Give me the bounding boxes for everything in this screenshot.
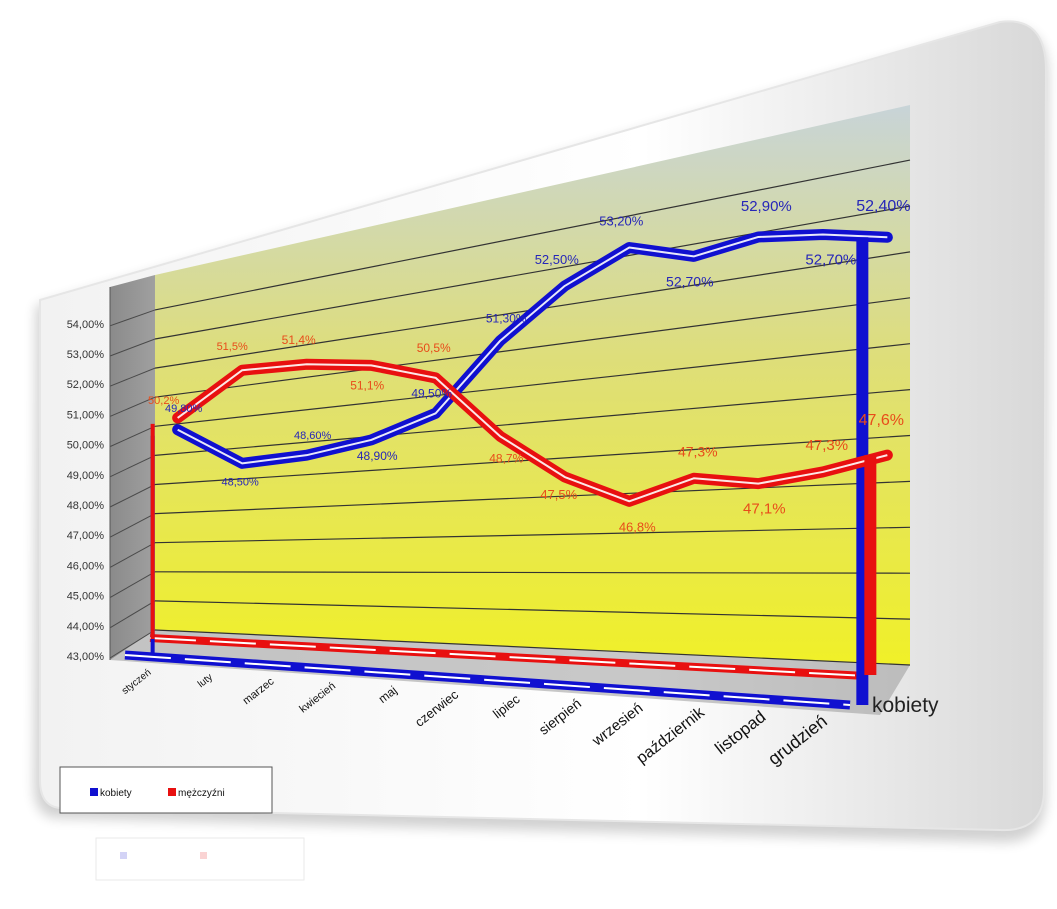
gridline-side-52: [109, 367, 156, 387]
data-label-kobiety-4: 49,50%: [411, 386, 452, 400]
data-label-mezczyzni-4: 50,5%: [417, 341, 451, 355]
y-tick-label-51: 51,00%: [67, 409, 105, 421]
gridline-side-47: [109, 513, 156, 538]
data-label-mezczyzni-2: 51,4%: [282, 333, 316, 347]
data-label-kobiety-6: 52,50%: [535, 252, 580, 267]
data-label-kobiety-3: 48,90%: [357, 449, 398, 463]
data-label-mezczyzni-6: 47,5%: [540, 487, 577, 502]
gridline-43: [154, 629, 911, 666]
legend-label-kobiety: kobiety: [100, 788, 132, 799]
data-label-mezczyzni-1: 51,5%: [217, 341, 248, 353]
gridline-side-54: [109, 309, 156, 327]
data-label-kobiety-2: 48,60%: [294, 430, 332, 442]
data-label-kobiety-8: 52,70%: [666, 273, 713, 289]
data-label-kobiety-5: 51,30%: [486, 312, 527, 326]
side-wall: [110, 275, 155, 660]
gridline-side-46: [109, 542, 156, 568]
data-labels: 49,80% 48,50% 48,60% 48,90% 49,50% 51,30% 52,5…: [148, 198, 910, 534]
gridline-54: [154, 159, 911, 311]
y-axis-labels: 43,00% 44,00% 45,00% 46,00% 47,00% 48,00% 49,0…: [67, 319, 105, 663]
gridline-53: [154, 205, 911, 340]
depth-axis-label: kobiety: [872, 694, 939, 717]
data-label-kobiety-10: 52,70%: [805, 252, 856, 269]
y-tick-label-52: 52,00%: [67, 379, 105, 391]
y-tick-label-50: 50,00%: [67, 440, 105, 452]
series-line-highlight-0: [177, 233, 888, 465]
y-tick-label-47: 47,00%: [67, 530, 105, 542]
data-label-kobiety-0: 49,80%: [165, 403, 203, 415]
gridline-side-51: [109, 396, 156, 417]
series-lines: [150, 229, 893, 705]
legend-swatch-mezczyzni: [168, 788, 176, 796]
reflection-legend-box: [95, 837, 305, 881]
gridline-44: [154, 600, 911, 620]
gridline-50: [154, 343, 911, 427]
data-label-kobiety-7: 53,20%: [599, 214, 644, 229]
reflection-swatch-red: [200, 852, 207, 859]
floor-rail-mezczyzni: [149, 634, 867, 680]
data-label-mezczyzni-9: 47,1%: [743, 501, 786, 518]
gridline-side-48: [109, 484, 156, 508]
y-tick-label-46: 46,00%: [67, 560, 105, 572]
gridline-side-43: [109, 629, 156, 659]
y-tick-label-43: 43,00%: [67, 651, 105, 663]
gridline-side-45: [109, 571, 156, 599]
gridline-side-49: [109, 454, 156, 478]
data-label-mezczyzni-8: 47,3%: [678, 443, 718, 459]
data-label-mezczyzni-5: 48,7%: [489, 451, 523, 465]
data-label-mezczyzni-7: 46,8%: [619, 519, 656, 534]
y-tick-label-45: 45,00%: [67, 591, 105, 603]
gridlines: [109, 159, 911, 666]
chart-reflection: [95, 837, 305, 881]
data-label-mezczyzni-3: 51,1%: [350, 378, 384, 392]
floor-rail-kobiety-highlight: [124, 654, 851, 706]
legend-label-mezczyzni: mężczyźni: [178, 788, 225, 799]
data-label-mezczyzni-0: 50,2%: [148, 395, 179, 407]
y-tick-label-53: 53,00%: [67, 349, 105, 361]
floor-rails: [124, 634, 867, 710]
reflection-swatch-blue: [120, 852, 127, 859]
data-label-mezczyzni-10: 47,3%: [806, 437, 849, 454]
gridline-47: [154, 480, 911, 515]
legend: kobiety mężczyźni: [59, 766, 273, 814]
gridline-45: [154, 571, 911, 574]
data-label-mezczyzni-11: 47,6%: [859, 412, 904, 429]
gridline-51: [154, 297, 911, 398]
data-label-kobiety-1: 48,50%: [222, 476, 260, 488]
gridline-side-53: [109, 338, 156, 357]
y-tick-label-44: 44,00%: [67, 621, 105, 633]
gridline-side-44: [109, 600, 156, 629]
data-label-kobiety-11: 52,40%: [856, 198, 910, 215]
series-line-highlight-1: [177, 363, 888, 503]
y-tick-label-49: 49,00%: [67, 470, 105, 482]
data-label-kobiety-9: 52,90%: [741, 198, 792, 215]
gridline-side-50: [109, 425, 156, 448]
gridline-49: [154, 388, 911, 457]
y-tick-label-48: 48,00%: [67, 500, 105, 512]
y-tick-label-54: 54,00%: [67, 319, 105, 331]
gridline-46: [154, 526, 911, 544]
legend-swatch-kobiety: [90, 788, 98, 796]
